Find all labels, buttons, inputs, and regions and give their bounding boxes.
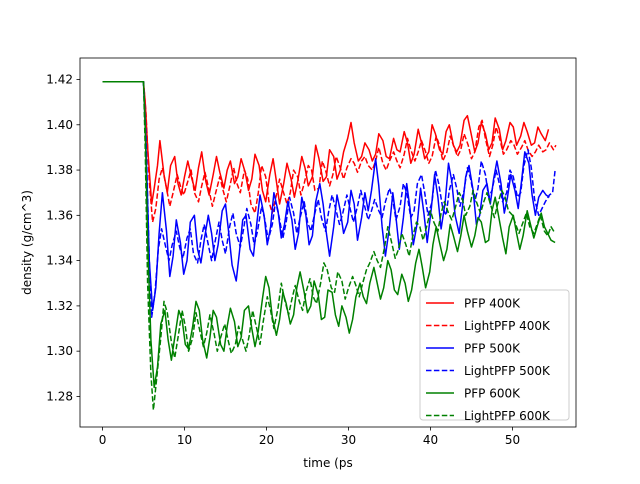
legend-box: [419, 289, 570, 421]
y-tick-label: 1.28: [46, 389, 73, 403]
x-tick-label: 50: [505, 433, 520, 447]
ticks-layer: 0 10 20 30 40 50 1.28 1.30 1.32 1.34 1.36 1.38 1.40 1…: [46, 73, 520, 447]
legend-label: PFP 600K: [464, 387, 521, 401]
y-tick-label: 1.32: [46, 299, 73, 313]
x-tick-label: 40: [423, 433, 438, 447]
plot-frame: [79, 57, 577, 428]
y-tick-label: 1.30: [46, 344, 73, 358]
x-tick-label: 10: [177, 433, 192, 447]
series-line-pfp-500k: [102, 81, 550, 312]
y-tick-label: 1.38: [46, 163, 73, 177]
series-line-pfp-600k: [102, 81, 556, 389]
y-tick-label: 1.36: [46, 208, 73, 222]
legend-label: PFP 500K: [464, 342, 521, 356]
x-axis-label: time (ps: [303, 456, 352, 470]
series-line-lightpfp-400k: [102, 81, 557, 223]
series-layer: [102, 81, 557, 411]
legend-label: LightPFP 600K: [464, 409, 551, 423]
y-tick-label: 1.34: [46, 254, 73, 268]
series-line-pfp-400k: [102, 81, 550, 205]
x-tick-label: 20: [259, 433, 274, 447]
legend: PFP 400K LightPFP 400K PFP 500K LightPFP 50…: [419, 289, 570, 423]
x-tick-label: 0: [99, 433, 107, 447]
legend-label: PFP 400K: [464, 297, 521, 311]
x-tick-label: 30: [341, 433, 356, 447]
y-tick-label: 1.42: [46, 73, 73, 87]
legend-label: LightPFP 400K: [464, 319, 551, 333]
y-axis-label: density (g/cm^3): [20, 190, 34, 295]
series-line-lightpfp-500k: [102, 81, 556, 318]
y-tick-label: 1.40: [46, 118, 73, 132]
legend-label: LightPFP 500K: [464, 364, 551, 378]
series-line-lightpfp-600k: [102, 81, 556, 411]
